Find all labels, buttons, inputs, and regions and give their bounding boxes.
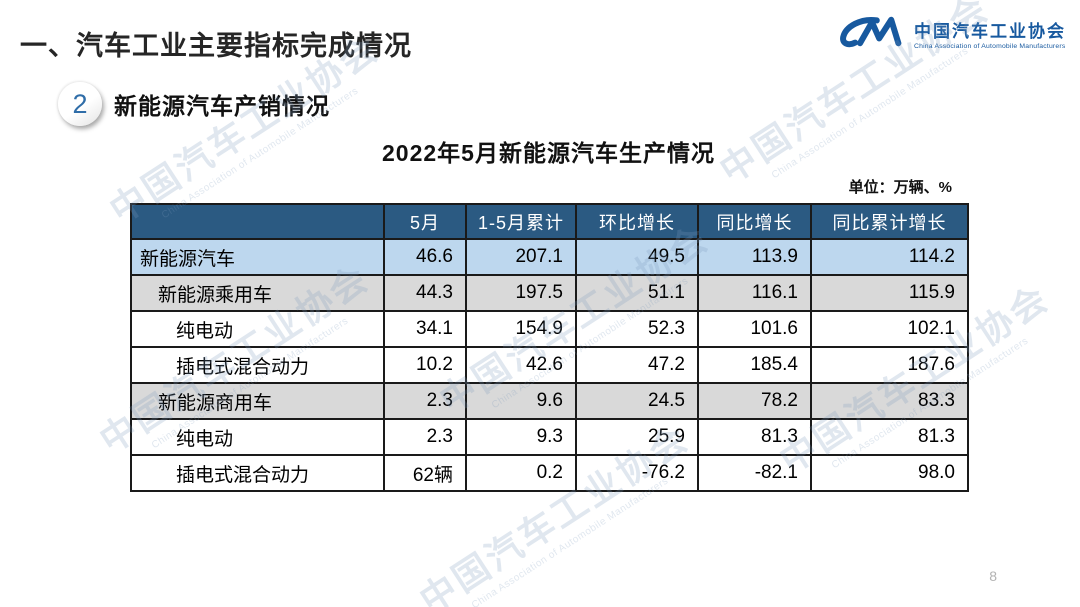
col-header-may: 5月 <box>383 203 467 240</box>
cell: 0.2 <box>465 454 577 492</box>
cell: 62辆 <box>383 454 467 492</box>
cell: -76.2 <box>575 454 699 492</box>
table-row: 新能源乘用车 44.3 197.5 51.1 116.1 115.9 <box>130 274 969 312</box>
cell: 9.6 <box>465 382 577 420</box>
section-header: 2 新能源汽车产销情况 <box>58 82 330 126</box>
row-label: 新能源乘用车 <box>130 274 385 312</box>
cell: 102.1 <box>810 310 969 348</box>
table-title: 2022年5月新能源汽车生产情况 <box>382 140 715 166</box>
cell: 24.5 <box>575 382 699 420</box>
table-row: 新能源商用车 2.3 9.6 24.5 78.2 83.3 <box>130 382 969 420</box>
row-label: 插电式混合动力 <box>130 454 385 492</box>
cell: 207.1 <box>465 238 577 276</box>
section-number-badge: 2 <box>58 82 102 126</box>
cell: 47.2 <box>575 346 699 384</box>
cell: 44.3 <box>383 274 467 312</box>
cell: 116.1 <box>697 274 812 312</box>
cell: 49.5 <box>575 238 699 276</box>
table-row: 插电式混合动力 10.2 42.6 47.2 185.4 187.6 <box>130 346 969 384</box>
cell: 52.3 <box>575 310 699 348</box>
cell: 81.3 <box>697 418 812 456</box>
section-title: 新能源汽车产销情况 <box>114 93 330 119</box>
row-label: 插电式混合动力 <box>130 346 385 384</box>
cell: 10.2 <box>383 346 467 384</box>
cell: 25.9 <box>575 418 699 456</box>
cell: 42.6 <box>465 346 577 384</box>
caam-logo: 中国汽车工业协会 China Association of Automobile… <box>836 8 1066 58</box>
table-row: 插电式混合动力 62辆 0.2 -76.2 -82.1 98.0 <box>130 454 969 492</box>
row-label: 纯电动 <box>130 418 385 456</box>
col-header-yoy-cumulative-growth: 同比累计增长 <box>810 203 969 240</box>
caam-logo-name-cn: 中国汽车工业协会 <box>914 21 1066 41</box>
cell: 81.3 <box>810 418 969 456</box>
cell: 101.6 <box>697 310 812 348</box>
cell: 2.3 <box>383 418 467 456</box>
cell: 187.6 <box>810 346 969 384</box>
row-label: 新能源商用车 <box>130 382 385 420</box>
cell: -82.1 <box>697 454 812 492</box>
cell: 78.2 <box>697 382 812 420</box>
section-number: 2 <box>72 88 88 119</box>
col-header-ytd: 1-5月累计 <box>465 203 577 240</box>
col-header-mom-growth: 环比增长 <box>575 203 699 240</box>
row-label: 新能源汽车 <box>130 238 385 276</box>
table-row: 纯电动 34.1 154.9 52.3 101.6 102.1 <box>130 310 969 348</box>
table-row: 新能源汽车 46.6 207.1 49.5 113.9 114.2 <box>130 238 969 276</box>
caam-logo-text: 中国汽车工业协会 China Association of Automobile… <box>914 17 1066 50</box>
col-header-yoy-growth: 同比增长 <box>697 203 812 240</box>
cell: 115.9 <box>810 274 969 312</box>
col-header-category <box>130 203 385 240</box>
page-number: 8 <box>989 568 997 584</box>
page-title: 一、汽车工业主要指标完成情况 <box>20 31 412 61</box>
cell: 114.2 <box>810 238 969 276</box>
cell: 34.1 <box>383 310 467 348</box>
unit-label: 单位：万辆、% <box>848 179 952 196</box>
cell: 98.0 <box>810 454 969 492</box>
cell: 9.3 <box>465 418 577 456</box>
cell: 83.3 <box>810 382 969 420</box>
caam-logo-name-en: China Association of Automobile Manufact… <box>914 42 1066 50</box>
cell: 2.3 <box>383 382 467 420</box>
cell: 154.9 <box>465 310 577 348</box>
table-row: 纯电动 2.3 9.3 25.9 81.3 81.3 <box>130 418 969 456</box>
cell: 113.9 <box>697 238 812 276</box>
cell: 197.5 <box>465 274 577 312</box>
cell: 185.4 <box>697 346 812 384</box>
production-table: 5月 1-5月累计 环比增长 同比增长 同比累计增长 新能源汽车 46.6 20… <box>130 203 969 492</box>
cell: 51.1 <box>575 274 699 312</box>
cell: 46.6 <box>383 238 467 276</box>
row-label: 纯电动 <box>130 310 385 348</box>
table-header-row: 5月 1-5月累计 环比增长 同比增长 同比累计增长 <box>130 203 969 240</box>
caam-logo-icon <box>840 16 902 48</box>
